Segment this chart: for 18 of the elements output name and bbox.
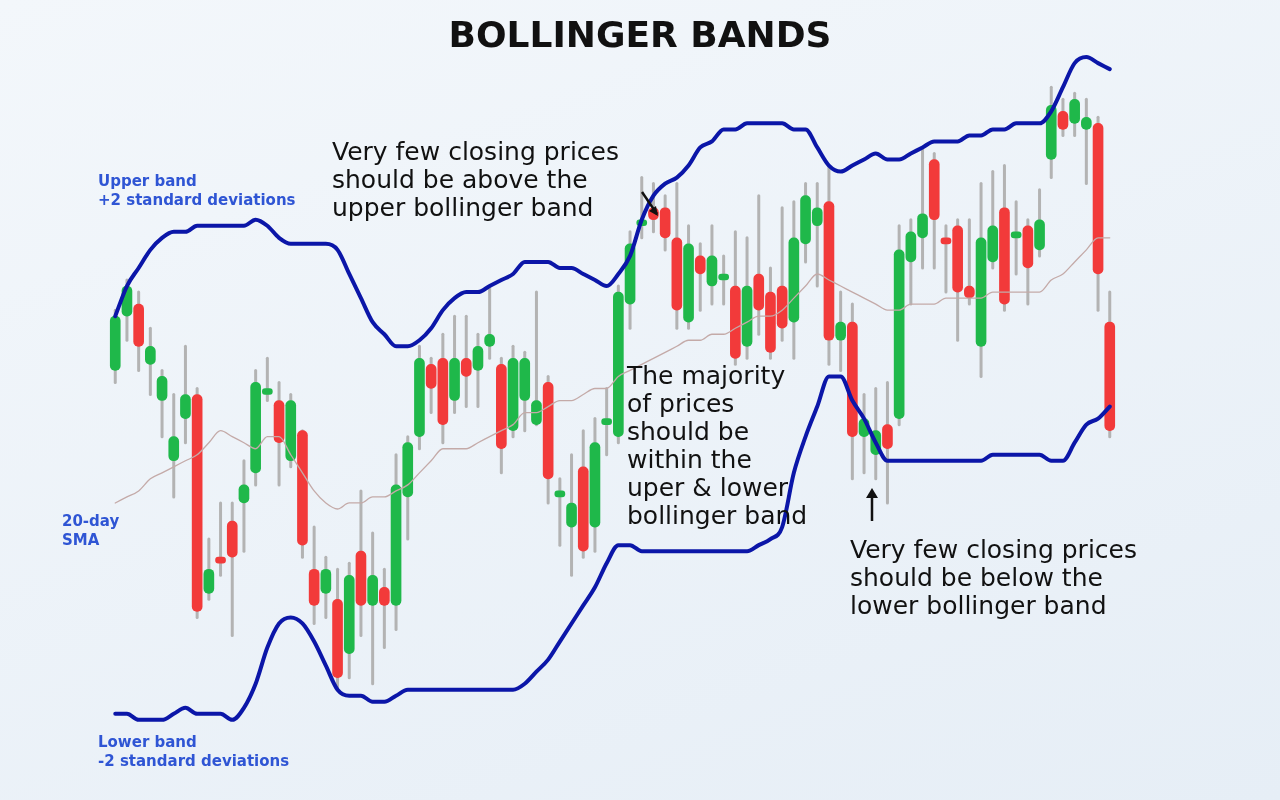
annotation: Very few closing prices should be above the upper bollinger band — [332, 137, 619, 222]
annotation: Very few closing prices should be below the lower bollinger band — [850, 535, 1137, 620]
candlestick — [460, 314, 472, 409]
series-label: 20-day SMA — [62, 512, 120, 550]
text: Upper band +2 standard deviations — [98, 172, 296, 210]
candlestick — [1057, 97, 1069, 137]
candlestick — [379, 567, 390, 650]
candlestick — [554, 477, 566, 547]
candlestick — [215, 501, 226, 577]
candlestick — [484, 286, 495, 360]
candlestick — [238, 459, 250, 553]
candlestick — [1010, 200, 1022, 276]
chart-title: BOLLINGER BANDS — [447, 14, 833, 55]
candlestick — [835, 290, 846, 372]
series-label: Lower band -2 standard deviations — [98, 733, 290, 771]
candlestick — [964, 218, 975, 306]
candlestick — [694, 242, 706, 312]
candlestick — [145, 326, 156, 396]
